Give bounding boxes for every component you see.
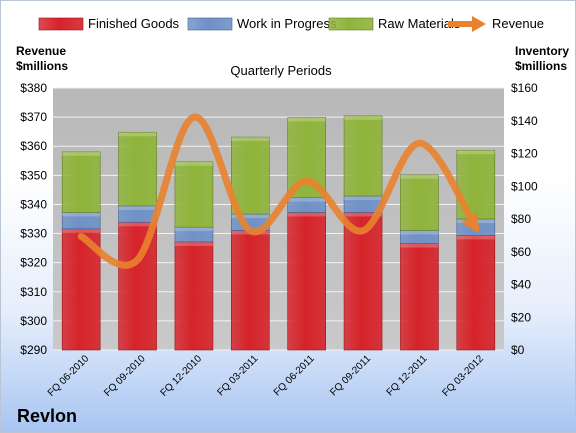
company-name: Revlon: [17, 406, 78, 426]
finished-goods-bar-cap: [287, 212, 326, 217]
left-tick-label: $350: [20, 168, 47, 182]
right-tick-label: $40: [511, 278, 531, 292]
work-in-progress-bar-cap: [118, 205, 157, 210]
work-in-progress-legend-swatch: [187, 17, 233, 31]
x-tick-label: FQ 09-2010: [102, 353, 148, 399]
work-in-progress-bar-cap: [62, 212, 101, 217]
finished-goods-bar: [343, 212, 383, 351]
chart-title: Quarterly Periods: [230, 63, 332, 78]
left-axis-label-line2: $millions: [16, 59, 68, 73]
raw-materials-bar-cap: [118, 132, 157, 137]
raw-materials-bar: [343, 115, 383, 197]
right-tick-label: $20: [511, 310, 531, 324]
left-tick-label: $370: [20, 110, 47, 124]
x-tick-label: FQ 09-2011: [328, 353, 373, 398]
left-axis-label-line1: Revenue: [16, 44, 66, 58]
right-tick-label: $100: [511, 179, 538, 193]
raw-materials-bar: [118, 131, 157, 207]
finished-goods-bar-cap: [118, 222, 157, 227]
left-tick-label: $300: [20, 314, 47, 328]
raw-materials-bar: [61, 151, 101, 213]
right-axis-ticks: $0 $20 $40 $60 $80 $100 $120 $140 $160: [511, 81, 538, 357]
right-tick-label: $0: [511, 343, 525, 357]
x-axis-ticks: FQ 06-2010 FQ 09-2010 FQ 12-2010 FQ 03-2011…: [46, 353, 486, 399]
right-tick-label: $80: [511, 212, 531, 226]
finished-goods-bar-cap: [174, 241, 213, 246]
work-in-progress-bar-cap: [400, 230, 439, 235]
finished-goods-legend-swatch: [38, 17, 84, 31]
work-in-progress-legend-label: Work in Progress: [237, 16, 337, 31]
raw-materials-bar: [231, 136, 270, 215]
revenue-legend-arrow: [472, 16, 486, 32]
work-in-progress-bar-cap: [344, 196, 383, 201]
left-tick-label: $290: [20, 343, 47, 357]
right-axis-label-line1: Inventory: [515, 44, 569, 58]
left-axis-ticks: $290 $300 $310 $320 $330 $340 $350 $360 $370 $380: [20, 81, 47, 357]
right-tick-label: $120: [511, 147, 538, 161]
left-tick-label: $340: [20, 197, 47, 211]
right-tick-label: $140: [511, 114, 538, 128]
x-tick-label: FQ 06-2010: [46, 353, 92, 399]
left-tick-label: $320: [20, 256, 47, 270]
finished-goods-bar-cap: [344, 212, 383, 217]
revenue-line-path: [77, 113, 480, 269]
finished-goods-bar-cap: [456, 235, 495, 240]
finished-goods-bar: [456, 235, 496, 351]
finished-goods-bar: [287, 212, 326, 351]
raw-materials-bar-cap: [400, 174, 439, 179]
x-tick-label: FQ 12-2011: [385, 353, 430, 398]
raw-materials-bar-cap: [344, 115, 383, 120]
left-tick-label: $380: [20, 81, 47, 95]
left-tick-label: $310: [20, 285, 47, 299]
raw-materials-legend-label: Raw Materials: [378, 16, 461, 31]
raw-materials-bar: [400, 174, 439, 231]
x-tick-label: FQ 03-2011: [215, 353, 260, 398]
raw-materials-bar-cap: [174, 161, 213, 166]
work-in-progress-bar-cap: [287, 197, 326, 202]
x-tick-label: FQ 03-2012: [440, 353, 486, 399]
finished-goods-bar: [231, 230, 270, 351]
work-in-progress-bar-cap: [174, 227, 213, 232]
legend: Finished Goods Work in Progress Raw Materi…: [38, 16, 544, 32]
raw-materials-bar-cap: [231, 137, 270, 142]
finished-goods-bar-cap: [400, 243, 439, 248]
finished-goods-bar: [400, 243, 439, 351]
raw-materials-bar-cap: [456, 150, 495, 155]
work-in-progress-bar-cap: [231, 214, 270, 219]
revenue-legend-label: Revenue: [492, 16, 544, 31]
revenue-arrowhead: [460, 212, 480, 233]
finished-goods-bar-cap: [62, 228, 101, 233]
raw-materials-bar: [174, 161, 214, 228]
finished-goods-bar: [174, 241, 214, 351]
right-tick-label: $160: [511, 81, 538, 95]
left-tick-label: $360: [20, 139, 47, 153]
raw-materials-legend-swatch: [328, 17, 374, 31]
revenue-line: [77, 113, 480, 269]
raw-materials-bar-cap: [287, 117, 326, 122]
right-tick-label: $60: [511, 245, 531, 259]
x-tick-label: FQ 06-2011: [272, 353, 317, 398]
right-axis-label-line2: $millions: [515, 59, 567, 73]
left-tick-label: $330: [20, 227, 47, 241]
x-tick-label: FQ 12-2010: [159, 353, 205, 399]
raw-materials-bar-cap: [62, 151, 101, 156]
finished-goods-legend-label: Finished Goods: [88, 16, 180, 31]
